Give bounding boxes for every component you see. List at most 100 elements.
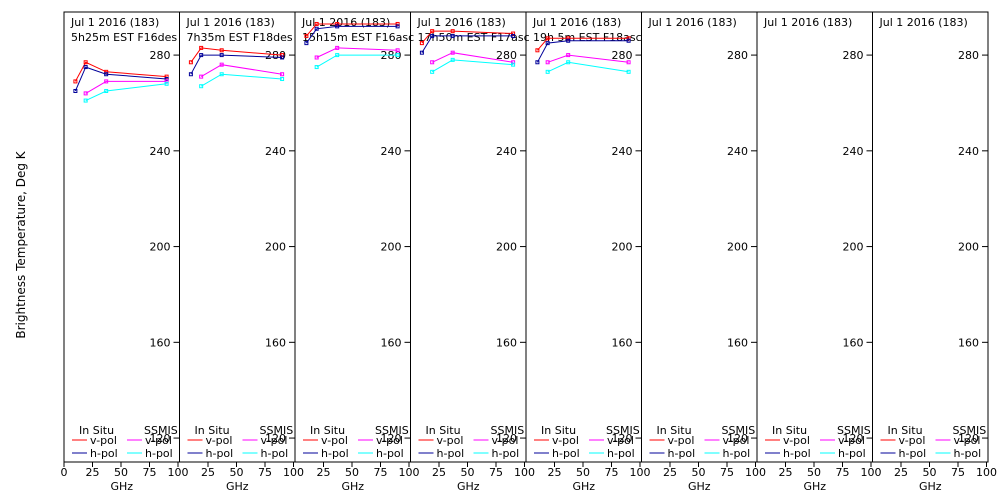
panel-overpass: 7h35m EST F18des	[187, 31, 293, 44]
x-tick-label: 100	[630, 466, 651, 479]
y-tick-label: 240	[496, 145, 517, 158]
legend-label-insitu_v: v-pol	[668, 434, 695, 447]
series-line-insitu_h	[421, 35, 514, 53]
series-line-insitu_v	[74, 61, 167, 82]
series-line-ssmis_v	[431, 52, 514, 63]
panel-date: Jul 1 2016 (183)	[186, 16, 275, 29]
legend-label-insitu_h: h-pol	[552, 447, 580, 460]
y-tick-label: 240	[958, 145, 979, 158]
panel-frame	[179, 11, 296, 463]
y-tick-label: 200	[381, 241, 402, 254]
legend-in-situ-heading: In Situ	[657, 424, 692, 437]
series-point-ssmis_v	[335, 45, 340, 50]
series-point-ssmis_v	[545, 60, 550, 65]
legend-in-situ-heading: In Situ	[426, 424, 461, 437]
series-point-ssmis_h	[566, 60, 571, 65]
y-tick-label: 200	[843, 241, 864, 254]
x-tick-label: 50	[114, 466, 128, 479]
legend-in-situ-heading: In Situ	[195, 424, 230, 437]
series-point-insitu_h	[545, 41, 550, 46]
y-tick-label: 280	[727, 49, 748, 62]
x-axis-label: GHz	[803, 480, 826, 493]
legend-in-situ-heading: In Situ	[772, 424, 807, 437]
x-tick-label: 0	[61, 466, 68, 479]
series-point-insitu_v	[280, 53, 285, 58]
series-point-ssmis_v	[219, 62, 224, 67]
y-tick-label: 160	[612, 336, 633, 349]
panel-frame	[294, 11, 411, 463]
legend-label-ssmis_h: h-pol	[838, 447, 866, 460]
panel-frame	[410, 11, 527, 463]
panel-overpass: 5h25m EST F16des	[71, 31, 177, 44]
panel-frame	[63, 11, 180, 463]
legend-label-insitu_h: h-pol	[206, 447, 234, 460]
panel-date: Jul 1 2016 (183)	[301, 16, 390, 29]
series-line-ssmis_h	[316, 54, 398, 68]
legend-label-ssmis_h: h-pol	[261, 447, 289, 460]
x-tick-label: 50	[692, 466, 706, 479]
x-axis-label: GHz	[457, 480, 480, 493]
panel-8: Jul 1 2016 (183) 120 160 200 240 280 25 50 75 100…	[872, 11, 997, 493]
legend-in-situ-heading: In Situ	[541, 424, 576, 437]
legend-ssmis-heading: SSMIS	[837, 424, 871, 437]
series-point-ssmis_h	[511, 62, 516, 67]
legend-label-insitu_h: h-pol	[899, 447, 927, 460]
series-line-ssmis_v	[85, 80, 167, 94]
series-point-insitu_h	[219, 53, 224, 58]
x-axis-label: GHz	[226, 480, 249, 493]
x-tick-label: 50	[461, 466, 475, 479]
legend-label-ssmis_v: v-pol	[838, 434, 865, 447]
legend-label-insitu_h: h-pol	[321, 447, 349, 460]
series-point-insitu_v	[535, 48, 540, 53]
y-tick-label: 160	[727, 336, 748, 349]
series-point-ssmis_v	[83, 91, 88, 96]
series-point-insitu_h	[188, 72, 193, 77]
series-point-insitu_h	[395, 24, 400, 29]
series-point-ssmis_h	[450, 57, 455, 62]
y-tick-label: 160	[958, 336, 979, 349]
y-tick-label: 240	[612, 145, 633, 158]
x-tick-label: 50	[807, 466, 821, 479]
series-line-insitu_v	[306, 23, 398, 37]
legend-label-ssmis_h: h-pol	[954, 447, 982, 460]
y-tick-label: 120	[150, 432, 171, 445]
panel-date: Jul 1 2016 (183)	[532, 16, 621, 29]
legend-label-insitu_v: v-pol	[899, 434, 926, 447]
x-tick-label: 75	[374, 466, 388, 479]
legend-label-insitu_v: v-pol	[552, 434, 579, 447]
y-tick-label: 240	[727, 145, 748, 158]
y-tick-label: 160	[381, 336, 402, 349]
series-point-insitu_h	[535, 60, 540, 65]
y-tick-label: 200	[496, 241, 517, 254]
y-tick-label: 200	[727, 241, 748, 254]
x-tick-label: 25	[663, 466, 677, 479]
x-tick-label: 100	[514, 466, 535, 479]
series-point-insitu_h	[304, 41, 309, 46]
legend-label-ssmis_h: h-pol	[145, 447, 173, 460]
x-tick-label: 50	[576, 466, 590, 479]
y-tick-label: 280	[958, 49, 979, 62]
series-point-ssmis_v	[566, 53, 571, 58]
series-point-ssmis_v	[395, 48, 400, 53]
series-point-ssmis_v	[199, 74, 204, 79]
legend-label-insitu_v: v-pol	[90, 434, 117, 447]
x-tick-label: 100	[861, 466, 882, 479]
x-tick-label: 100	[745, 466, 766, 479]
series-line-ssmis_v	[316, 47, 398, 58]
y-tick-label: 160	[265, 336, 286, 349]
x-tick-label: 100	[399, 466, 420, 479]
series-point-ssmis_v	[511, 60, 516, 65]
series-point-insitu_v	[104, 69, 109, 74]
legend-in-situ-heading: In Situ	[79, 424, 114, 437]
legend-in-situ-heading: In Situ	[888, 424, 923, 437]
panel-frame	[872, 11, 989, 463]
panel-date: Jul 1 2016 (183)	[763, 16, 852, 29]
y-tick-label: 120	[958, 432, 979, 445]
series-point-insitu_v	[511, 31, 516, 36]
y-tick-label: 200	[612, 241, 633, 254]
x-tick-label: 75	[605, 466, 619, 479]
series-line-ssmis_v	[200, 64, 283, 78]
panel-date: Jul 1 2016 (183)	[70, 16, 159, 29]
x-tick-label: 75	[951, 466, 965, 479]
x-tick-label: 25	[548, 466, 562, 479]
